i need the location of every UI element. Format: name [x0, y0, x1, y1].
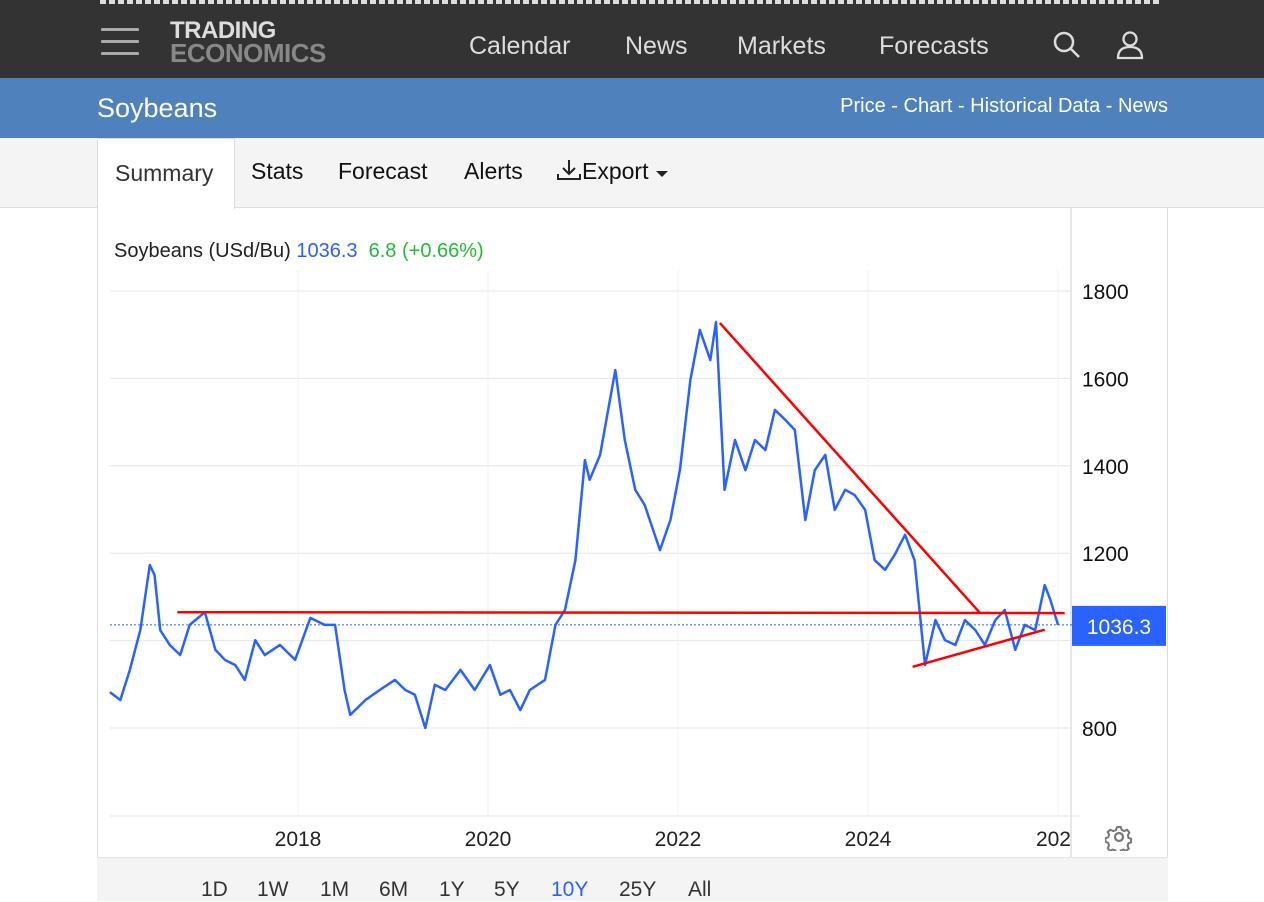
- section-links[interactable]: Price - Chart - Historical Data - News: [840, 95, 1168, 117]
- range-6m[interactable]: 6M: [379, 878, 409, 901]
- range-selector: 1D 1W 1M 6M 1Y 5Y 10Y 25Y All: [97, 857, 1168, 901]
- export-label: Export: [582, 158, 649, 184]
- settings-gear-icon[interactable]: [1105, 823, 1133, 851]
- legend-change-pct: (+0.66%): [402, 240, 484, 262]
- logo-line1: TRADING: [170, 17, 276, 44]
- tab-stats[interactable]: Stats: [251, 158, 304, 184]
- range-1m[interactable]: 1M: [320, 878, 350, 901]
- tab-forecast[interactable]: Forecast: [338, 158, 428, 184]
- logo[interactable]: TRADING ECONOMICS: [170, 17, 326, 68]
- range-1d[interactable]: 1D: [201, 878, 228, 901]
- menu-icon[interactable]: [101, 28, 139, 56]
- tab-export[interactable]: Export: [556, 158, 669, 185]
- page-title: Soybeans: [97, 93, 218, 123]
- range-25y[interactable]: 25Y: [619, 878, 657, 901]
- tab-summary[interactable]: Summary: [97, 138, 235, 209]
- chart-container: [97, 208, 1168, 901]
- top-nav: TRADING ECONOMICS Calendar News Markets …: [0, 0, 1264, 78]
- download-icon: [557, 160, 581, 180]
- tab-alerts[interactable]: Alerts: [464, 158, 523, 184]
- legend-change: 6.8: [368, 240, 397, 262]
- tabs: Summary Stats Forecast Alerts Export: [0, 138, 1264, 209]
- nav-calendar[interactable]: Calendar: [469, 32, 571, 60]
- range-10y[interactable]: 10Y: [551, 878, 589, 901]
- user-icon[interactable]: [1115, 30, 1145, 60]
- nav-news[interactable]: News: [625, 32, 688, 60]
- nav-markets[interactable]: Markets: [737, 32, 826, 60]
- range-all[interactable]: All: [688, 878, 712, 901]
- caret-down-icon: [655, 171, 668, 177]
- range-1y[interactable]: 1Y: [439, 878, 465, 901]
- logo-line2: ECONOMICS: [170, 38, 326, 68]
- legend-name: Soybeans (USd/Bu): [114, 240, 291, 262]
- chart-legend: Soybeans (USd/Bu) 1036.3 6.8 (+0.66%): [114, 240, 484, 263]
- range-5y[interactable]: 5Y: [494, 878, 520, 901]
- ticker-strip: [100, 0, 1160, 4]
- legend-price: 1036.3: [296, 240, 358, 262]
- range-1w[interactable]: 1W: [257, 878, 289, 901]
- title-bar: Soybeans Price - Chart - Historical Data…: [0, 78, 1264, 138]
- search-icon[interactable]: [1052, 30, 1082, 60]
- nav-forecasts[interactable]: Forecasts: [879, 32, 989, 60]
